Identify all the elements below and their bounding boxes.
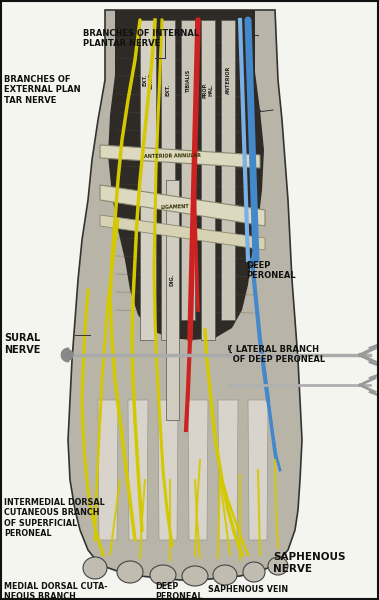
Polygon shape <box>128 400 148 540</box>
Text: DEEP
PERONEAL: DEEP PERONEAL <box>246 261 296 280</box>
Ellipse shape <box>117 561 143 583</box>
Text: SAPHENOUS VEIN: SAPHENOUS VEIN <box>208 585 288 594</box>
Text: BRANCHES OF
EXTERNAL PLAN
TAR NERVE: BRANCHES OF EXTERNAL PLAN TAR NERVE <box>4 75 80 105</box>
Polygon shape <box>98 400 118 540</box>
Circle shape <box>63 350 73 360</box>
Text: MEDIAL DORSAL CUTA-
NEOUS BRANCH
OF SUPERFICIAL
PERONEAL: MEDIAL DORSAL CUTA- NEOUS BRANCH OF SUPE… <box>4 582 107 600</box>
Polygon shape <box>181 20 195 320</box>
Ellipse shape <box>83 557 107 579</box>
Ellipse shape <box>182 566 208 586</box>
Text: INTERMEDIAL DORSAL
CUTANEOUS BRANCH
OF SUPERFICIAL
PERONEAL: INTERMEDIAL DORSAL CUTANEOUS BRANCH OF S… <box>4 498 105 538</box>
Ellipse shape <box>213 565 237 585</box>
Polygon shape <box>108 10 264 340</box>
Polygon shape <box>248 400 268 540</box>
Text: ANTERIOR ANNULAR: ANTERIOR ANNULAR <box>144 153 200 159</box>
Polygon shape <box>221 20 235 320</box>
Polygon shape <box>100 185 265 226</box>
Text: EXT.: EXT. <box>166 84 171 96</box>
Ellipse shape <box>268 557 288 575</box>
Polygon shape <box>188 400 208 540</box>
Polygon shape <box>100 145 260 168</box>
Text: PROP.
HAL.: PROP. HAL. <box>203 82 213 98</box>
Text: EXT.
LONG.: EXT. LONG. <box>143 71 153 89</box>
Text: { LATERAL BRANCH
  OF DEEP PERONEAL: { LATERAL BRANCH OF DEEP PERONEAL <box>227 345 326 364</box>
Polygon shape <box>218 400 238 540</box>
Text: ANTERIOR: ANTERIOR <box>226 66 230 94</box>
Ellipse shape <box>150 565 176 585</box>
Polygon shape <box>158 400 178 540</box>
Polygon shape <box>100 215 265 250</box>
Polygon shape <box>161 20 175 340</box>
Ellipse shape <box>243 562 265 582</box>
Text: TIBIALIS: TIBIALIS <box>185 68 191 92</box>
Polygon shape <box>140 20 156 340</box>
Text: LIGAMENT: LIGAMENT <box>161 204 190 210</box>
Text: DIG.: DIG. <box>169 274 174 286</box>
Polygon shape <box>201 20 215 340</box>
Text: SAPHENOUS
NERVE: SAPHENOUS NERVE <box>273 552 345 574</box>
Polygon shape <box>166 180 179 420</box>
Text: SURAL
NERVE: SURAL NERVE <box>4 333 40 355</box>
Polygon shape <box>68 10 302 580</box>
Text: BRANCHES OF INTERNAL
PLANTAR NERVE: BRANCHES OF INTERNAL PLANTAR NERVE <box>83 29 199 48</box>
Text: DEEP
PERONEAL: DEEP PERONEAL <box>155 582 203 600</box>
